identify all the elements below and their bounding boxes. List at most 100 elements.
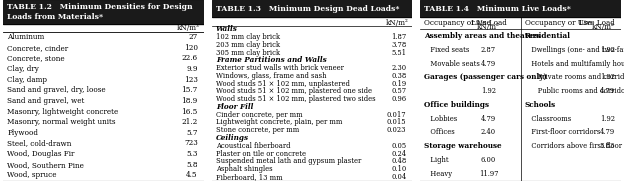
Text: 0.24: 0.24 [391,150,406,157]
Text: 15.7: 15.7 [182,86,198,94]
Text: kN/m²: kN/m² [386,18,408,27]
Text: Fixed seats: Fixed seats [424,46,470,54]
Text: Exterior stud walls with brick veneer: Exterior stud walls with brick veneer [216,64,344,72]
Text: 0.10: 0.10 [391,165,406,173]
Text: Lightweight concrete, plain, per mm: Lightweight concrete, plain, per mm [216,119,342,127]
Text: 3.78: 3.78 [391,41,406,49]
Text: Wood, Southern Pine: Wood, Southern Pine [7,161,84,169]
Text: 4.79: 4.79 [481,115,496,123]
Text: Clay, damp: Clay, damp [7,76,47,84]
Text: 5.8: 5.8 [186,161,198,169]
Text: 4.79: 4.79 [481,60,496,68]
Text: kN/m³: kN/m³ [177,24,200,32]
Text: 0.96: 0.96 [391,95,406,103]
Text: Movable seats: Movable seats [424,60,480,68]
Text: 1.92: 1.92 [600,46,615,54]
Text: 2.87: 2.87 [481,46,496,54]
Text: 1.92: 1.92 [600,73,615,81]
Text: 0.48: 0.48 [391,157,406,165]
Text: Wood, spruce: Wood, spruce [7,171,57,179]
Text: Light: Light [424,156,449,164]
Text: Office buildings: Office buildings [424,101,489,109]
Text: Occupancy or Use: Occupancy or Use [525,18,592,27]
Text: 16.5: 16.5 [182,108,198,116]
Text: 0.05: 0.05 [391,142,406,150]
Text: 2.30: 2.30 [391,64,406,72]
Text: 0.017: 0.017 [387,111,406,119]
Text: 1.92: 1.92 [600,115,615,123]
Text: 123: 123 [184,76,198,84]
FancyBboxPatch shape [212,0,412,18]
Text: Concrete, cinder: Concrete, cinder [7,44,68,52]
Text: Lobbies: Lobbies [424,115,457,123]
Text: 102 mm clay brick: 102 mm clay brick [216,33,280,41]
Text: 305 mm clay brick: 305 mm clay brick [216,49,280,57]
Text: 21.2: 21.2 [182,118,198,126]
Text: 203 mm clay brick: 203 mm clay brick [216,41,280,49]
Text: 6.00: 6.00 [481,156,496,164]
Text: 1.87: 1.87 [391,33,406,41]
Text: 9.9: 9.9 [186,65,198,73]
Text: 3.83: 3.83 [600,142,615,150]
Text: 5.7: 5.7 [186,129,198,137]
Text: 2.40: 2.40 [481,129,496,136]
Text: 22.6: 22.6 [182,54,198,62]
Text: Stone concrete, per mm: Stone concrete, per mm [216,126,299,134]
Text: Windows, glass, frame and sash: Windows, glass, frame and sash [216,72,326,80]
Text: Cinder concrete, per mm: Cinder concrete, per mm [216,111,303,119]
Text: Occupancy or Use: Occupancy or Use [424,18,491,27]
Text: 27: 27 [188,33,198,41]
Text: 4.79: 4.79 [600,129,615,136]
Text: Plaster on tile or concrete: Plaster on tile or concrete [216,150,306,157]
Text: 0.19: 0.19 [391,80,406,88]
Text: 0.04: 0.04 [391,173,406,181]
Text: 0.023: 0.023 [387,126,406,134]
FancyBboxPatch shape [3,0,203,24]
Text: Heavy: Heavy [424,170,452,178]
Text: kN/m²: kN/m² [477,23,500,31]
Text: Acoustical fiberboard: Acoustical fiberboard [216,142,290,150]
Text: Frame Partitions and Walls: Frame Partitions and Walls [216,56,326,64]
Text: TABLE 1.2   Minimum Densities for Design
Loads from Materials*: TABLE 1.2 Minimum Densities for Design L… [7,3,193,21]
Text: TABLE 1.4   Minimum Live Loads*: TABLE 1.4 Minimum Live Loads* [424,5,571,13]
Text: Steel, cold-drawn: Steel, cold-drawn [7,139,72,148]
Text: Sand and gravel, dry, loose: Sand and gravel, dry, loose [7,86,105,94]
Text: 0.57: 0.57 [391,87,406,96]
Text: Clay, dry: Clay, dry [7,65,39,73]
Text: Floor Fill: Floor Fill [216,103,253,111]
Text: 0.38: 0.38 [391,72,406,80]
Text: Plywood: Plywood [7,129,38,137]
Text: 5.51: 5.51 [391,49,406,57]
Text: Schools: Schools [525,101,556,109]
Text: Masonry, normal weight units: Masonry, normal weight units [7,118,115,126]
Text: Live Load: Live Load [470,18,507,27]
Text: Hotels and multifamily houses: Hotels and multifamily houses [525,60,624,68]
Text: Residential: Residential [525,32,570,40]
Text: 4.5: 4.5 [186,171,198,179]
Text: Classrooms: Classrooms [525,115,571,123]
Text: Public rooms and corridors: Public rooms and corridors [525,87,624,95]
Text: Garages (passenger cars only): Garages (passenger cars only) [424,73,547,81]
Text: TABLE 1.3   Minimum Design Dead Loads*: TABLE 1.3 Minimum Design Dead Loads* [216,5,399,13]
Text: Wood studs 51 × 102 mm, plastered two sides: Wood studs 51 × 102 mm, plastered two si… [216,95,376,103]
Text: Aluminum: Aluminum [7,33,44,41]
Text: 120: 120 [183,44,198,52]
Text: 723: 723 [184,139,198,148]
Text: 5.3: 5.3 [187,150,198,158]
Text: Fiberboard, 13 mm: Fiberboard, 13 mm [216,173,282,181]
Text: Ceilings: Ceilings [216,134,249,142]
Text: 18.9: 18.9 [182,97,198,105]
Text: Storage warehouse: Storage warehouse [424,142,502,150]
Text: Dwellings (one- and two-family): Dwellings (one- and two-family) [525,46,624,54]
Text: Offices: Offices [424,129,455,136]
Text: Wood studs 51 × 102 mm, plastered one side: Wood studs 51 × 102 mm, plastered one si… [216,87,372,96]
Text: 4.79: 4.79 [600,87,615,95]
Text: 0.015: 0.015 [387,119,406,127]
Text: Walls: Walls [216,26,238,33]
Text: Live Load: Live Load [579,18,615,27]
Text: First-floor corridors: First-floor corridors [525,129,600,136]
FancyBboxPatch shape [421,0,621,18]
Text: Wood, Douglas Fir: Wood, Douglas Fir [7,150,74,158]
Text: Assembly areas and theaters: Assembly areas and theaters [424,32,541,40]
Text: 11.97: 11.97 [479,170,498,178]
